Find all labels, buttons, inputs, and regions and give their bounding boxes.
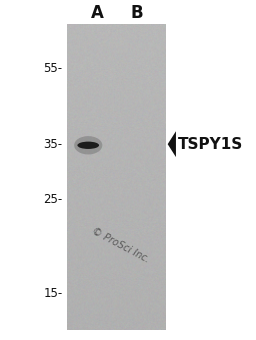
Text: 25-: 25- xyxy=(44,193,63,206)
Ellipse shape xyxy=(77,142,99,149)
Text: 55-: 55- xyxy=(44,62,63,75)
Text: TSPY1S: TSPY1S xyxy=(178,137,243,152)
Polygon shape xyxy=(168,131,176,157)
Ellipse shape xyxy=(74,136,102,154)
Text: A: A xyxy=(91,4,104,22)
Text: 35-: 35- xyxy=(44,138,63,151)
Text: © ProSci Inc.: © ProSci Inc. xyxy=(90,226,151,265)
Text: B: B xyxy=(131,4,143,22)
Text: 15-: 15- xyxy=(44,287,63,300)
